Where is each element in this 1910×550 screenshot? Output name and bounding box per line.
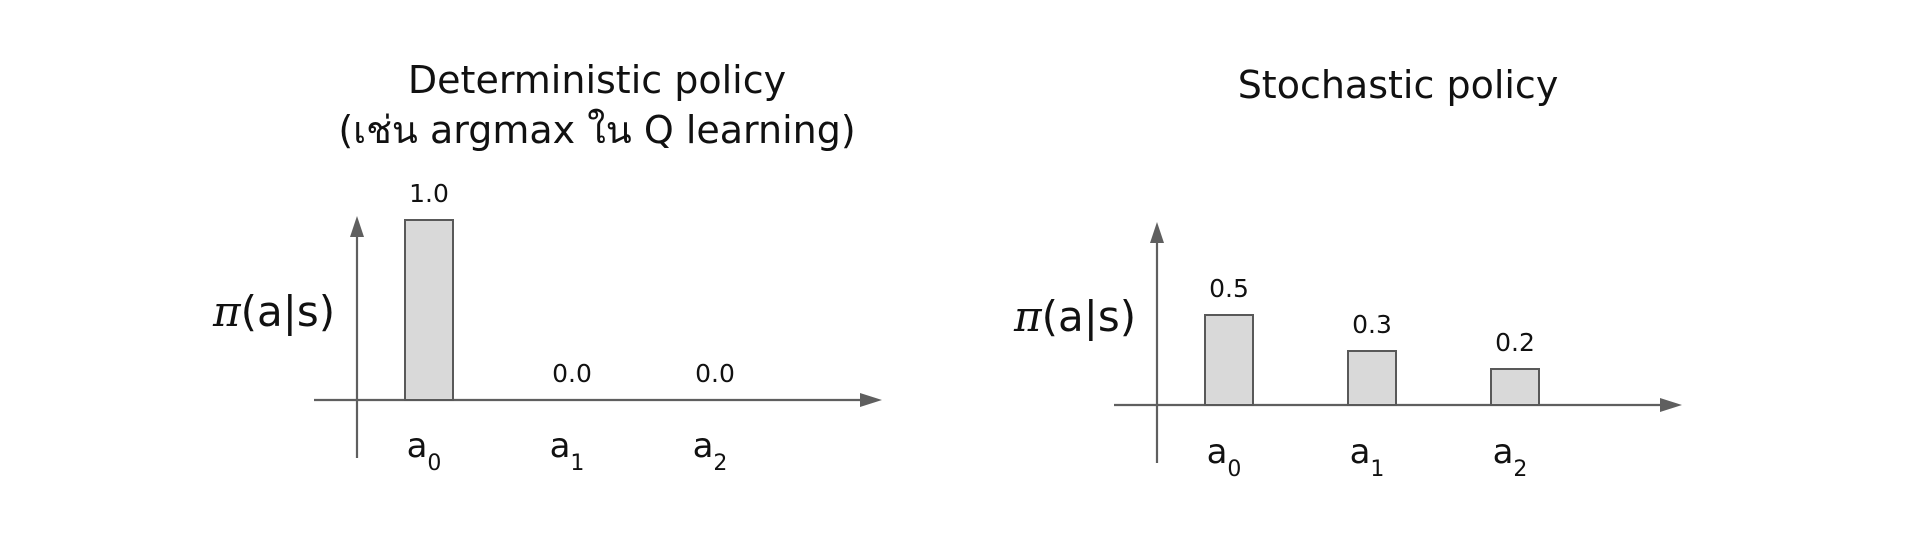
x-tick-label-0: a0 <box>1207 432 1242 482</box>
chart-subtitle: (เช่น argmax ใน Q learning) <box>338 108 855 152</box>
x-axis-arrow-icon <box>1660 398 1682 412</box>
y-axis-arrow-icon <box>350 216 364 237</box>
value-label-2: 0.2 <box>1495 328 1535 357</box>
stochastic-policy-chart: Stochastic policy π(a|s) 0.5 a0 0.3 a1 0.2 a2 <box>1013 63 1682 482</box>
x-axis-arrow-icon <box>860 393 882 407</box>
value-label-1: 0.0 <box>552 359 592 388</box>
bar-1 <box>1347 350 1397 406</box>
x-tick-label-1: a1 <box>1350 432 1385 482</box>
value-label-2: 0.0 <box>695 359 735 388</box>
chart-title: Stochastic policy <box>1238 63 1559 107</box>
y-axis-arrow-icon <box>1150 222 1164 243</box>
x-tick-label-1: a1 <box>550 426 585 476</box>
deterministic-policy-chart: Deterministic policy (เช่น argmax ใน Q l… <box>212 58 882 476</box>
x-tick-label-0: a0 <box>407 426 442 476</box>
x-tick-label-2: a2 <box>693 426 728 476</box>
value-label-1: 0.3 <box>1352 310 1392 339</box>
bar-0 <box>404 219 454 401</box>
x-tick-label-2: a2 <box>1493 432 1528 482</box>
chart-title: Deterministic policy <box>408 58 786 102</box>
value-label-0: 0.5 <box>1209 274 1249 303</box>
bar-0 <box>1204 314 1254 406</box>
bar-2 <box>1490 368 1540 406</box>
y-axis-label: π(a|s) <box>1013 292 1136 341</box>
value-label-0: 1.0 <box>409 179 449 208</box>
y-axis-label: π(a|s) <box>212 287 335 336</box>
